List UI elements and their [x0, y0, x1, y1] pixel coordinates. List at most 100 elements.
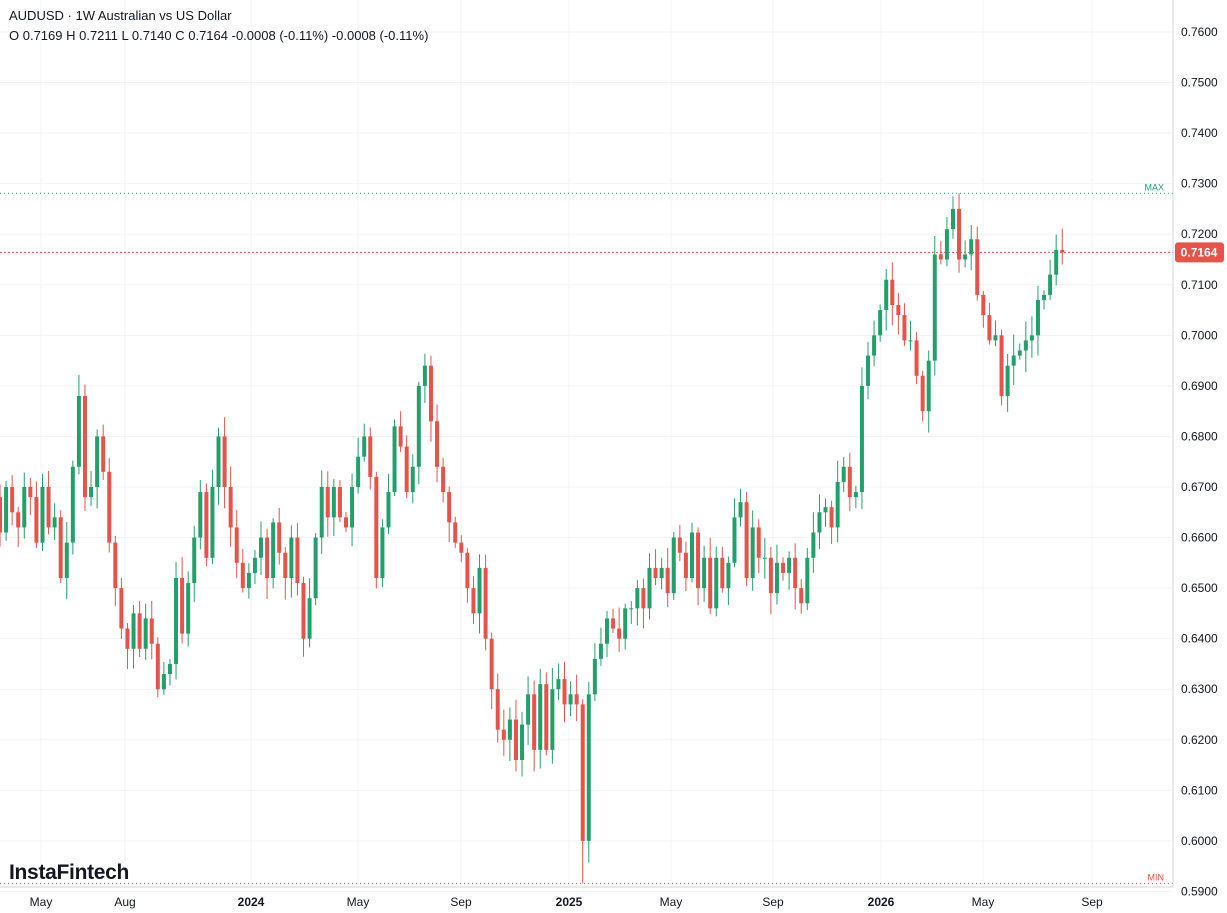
- candle: [1011, 334, 1016, 386]
- candle-body: [762, 557, 767, 559]
- candle-body: [392, 426, 397, 493]
- candle-body: [847, 466, 852, 498]
- candle-body: [671, 537, 676, 594]
- candle: [22, 472, 27, 539]
- candle: [689, 522, 694, 583]
- candle: [441, 457, 446, 503]
- candle: [738, 488, 743, 527]
- candle-body: [574, 694, 579, 705]
- candle-body: [1035, 299, 1040, 336]
- candle-body: [180, 578, 185, 634]
- candle: [562, 661, 567, 723]
- candle: [665, 548, 670, 608]
- y-tick-label: 0.6900: [1181, 379, 1218, 393]
- candle-body: [28, 487, 33, 498]
- candle: [64, 521, 69, 600]
- candle-body: [605, 618, 609, 644]
- candle-body: [143, 618, 148, 649]
- candle: [252, 549, 257, 584]
- ohlc-readout: O 0.7169 H 0.7211 L 0.7140 C 0.7164 -0.0…: [9, 28, 429, 43]
- candle-body: [550, 689, 555, 750]
- candle-body: [362, 436, 367, 457]
- y-tick-label: 0.7100: [1181, 278, 1218, 292]
- candle-body: [101, 436, 106, 472]
- candle: [392, 419, 397, 497]
- symbol-title: AUDUSD · 1W Australian vs US Dollar: [9, 6, 428, 26]
- candle: [58, 510, 63, 583]
- candle: [580, 699, 585, 884]
- candle: [872, 320, 877, 367]
- candle: [283, 547, 288, 600]
- y-tick-label: 0.6500: [1181, 581, 1218, 595]
- candle: [240, 548, 245, 593]
- candle-body: [222, 436, 227, 487]
- candle: [319, 470, 324, 554]
- candle: [586, 681, 591, 863]
- candle-body: [155, 643, 160, 690]
- candle-body: [356, 456, 361, 487]
- candle-body: [696, 532, 701, 589]
- candle: [374, 471, 379, 589]
- candle-body: [774, 562, 779, 594]
- candle-body: [259, 537, 264, 558]
- candle-body: [611, 618, 616, 629]
- candle-body: [441, 466, 446, 493]
- x-tick-label: Aug: [114, 895, 135, 909]
- candle-body: [380, 527, 385, 578]
- symbol-name[interactable]: AUDUSD: [9, 8, 64, 23]
- max-label: MAX: [1144, 182, 1164, 192]
- candle: [963, 240, 968, 268]
- candle: [89, 471, 94, 507]
- candle-body: [398, 426, 403, 447]
- candle-body: [1048, 274, 1053, 295]
- interval-label[interactable]: 1W: [75, 8, 95, 23]
- candle: [398, 411, 403, 453]
- candle-body: [167, 663, 172, 675]
- candle-body: [1005, 365, 1010, 396]
- candle: [592, 643, 597, 702]
- candle: [507, 707, 512, 761]
- instrument-description: Australian vs US Dollar: [97, 8, 232, 23]
- candle: [174, 561, 179, 680]
- candle: [350, 473, 355, 547]
- candle: [1017, 343, 1022, 360]
- candle: [265, 528, 270, 599]
- candle: [0, 484, 2, 547]
- candle: [1029, 316, 1034, 358]
- candle: [847, 452, 852, 512]
- candle: [435, 404, 440, 483]
- candle-body: [793, 557, 798, 589]
- candle-body: [410, 466, 415, 493]
- candle: [1060, 228, 1065, 265]
- candle-body: [277, 522, 282, 553]
- candle: [811, 512, 816, 573]
- candle-body: [240, 562, 245, 589]
- candle: [896, 292, 901, 335]
- candle-body: [750, 527, 755, 578]
- candle-body: [483, 567, 488, 639]
- candle: [708, 537, 713, 615]
- x-tick-label: 2024: [238, 895, 265, 909]
- title-separator: ·: [63, 8, 76, 23]
- candle: [714, 546, 719, 617]
- candle-body: [198, 492, 203, 538]
- candle: [720, 546, 725, 593]
- candle: [750, 510, 755, 591]
- y-tick-label: 0.6100: [1181, 783, 1218, 797]
- candle-body: [10, 487, 15, 513]
- candle: [799, 579, 804, 614]
- candle-body: [435, 421, 440, 467]
- candle: [289, 525, 294, 598]
- candle: [938, 240, 943, 265]
- candle-body: [246, 572, 251, 589]
- candle: [343, 511, 348, 532]
- candle: [768, 546, 773, 614]
- candle: [386, 474, 391, 534]
- candle-body: [22, 487, 27, 528]
- candle: [513, 699, 518, 772]
- candle-body: [768, 557, 773, 594]
- candle: [101, 424, 106, 480]
- candle: [598, 627, 603, 666]
- candle: [866, 342, 871, 400]
